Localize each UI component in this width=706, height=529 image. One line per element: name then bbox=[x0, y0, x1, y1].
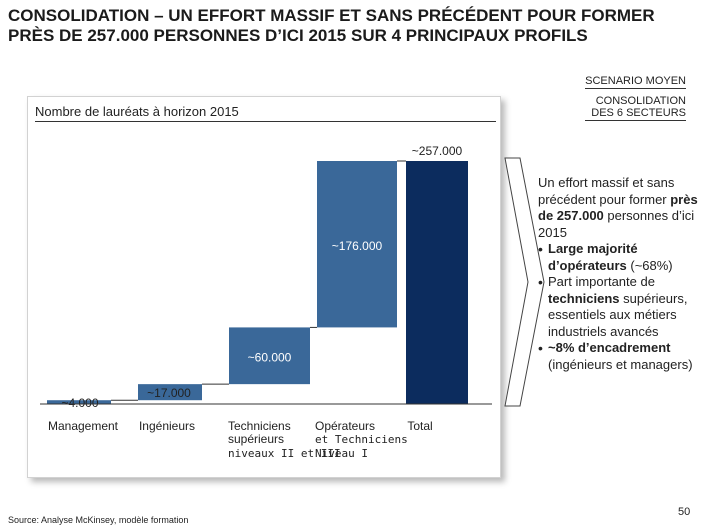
scenario-tags: SCENARIO MOYEN CONSOLIDATION DES 6 SECTE… bbox=[585, 75, 686, 127]
scenario-label: SCENARIO MOYEN bbox=[585, 75, 686, 89]
category-label-total: Total bbox=[407, 419, 432, 433]
bullet-techniciens: Part importante de techniciens supérieur… bbox=[538, 274, 703, 340]
category-label-management: Management bbox=[48, 419, 119, 433]
category-label-techniciens-1: Techniciens bbox=[228, 419, 291, 433]
page-number: 50 bbox=[678, 506, 691, 518]
category-label-techniciens-2: supérieurs bbox=[228, 432, 284, 446]
bar-5 bbox=[406, 161, 468, 404]
consolidation-line2: DES 6 SECTEURS bbox=[591, 107, 686, 119]
category-label-operateurs-1: Opérateurs bbox=[315, 419, 375, 433]
data-label-4: ~176.000 bbox=[332, 239, 383, 253]
summary-text: Un effort massif et sans précédent pour … bbox=[538, 175, 703, 373]
category-label-operateurs-2: et Techniciens bbox=[315, 433, 408, 446]
bullet-encadrement: ~8% d’encadrement (ingénieurs et manager… bbox=[538, 340, 703, 373]
data-label-5: ~257.000 bbox=[412, 144, 463, 158]
category-label-techniciens-3: niveaux II et III bbox=[228, 447, 341, 460]
bar-2 bbox=[138, 384, 202, 401]
summary-bullets: Large majorité d’opérateurs (~68%) Part … bbox=[538, 241, 703, 373]
data-label-2: ~17.000 bbox=[147, 386, 191, 400]
consolidation-line1: CONSOLIDATION bbox=[595, 95, 686, 107]
summary-intro: Un effort massif et sans précédent pour … bbox=[538, 175, 698, 240]
data-label-1: ~4.000 bbox=[61, 396, 98, 410]
bar-4 bbox=[317, 161, 397, 328]
consolidation-label: CONSOLIDATION DES 6 SECTEURS bbox=[585, 95, 686, 121]
bar-1 bbox=[47, 400, 111, 404]
chart-title: Nombre de lauréats à horizon 2015 bbox=[35, 104, 496, 122]
category-label-operateurs-3: Niveau I bbox=[315, 447, 368, 460]
source-note: Source: Analyse McKinsey, modèle formati… bbox=[8, 515, 189, 525]
bullet-operateurs: Large majorité d’opérateurs (~68%) bbox=[538, 241, 703, 274]
bar-3 bbox=[229, 327, 310, 385]
page-title: CONSOLIDATION – UN EFFORT MASSIF ET SANS… bbox=[8, 6, 655, 45]
data-label-3: ~60.000 bbox=[248, 350, 292, 364]
category-label-ingenieurs: Ingénieurs bbox=[139, 419, 195, 433]
chevron-right-icon bbox=[504, 157, 545, 407]
